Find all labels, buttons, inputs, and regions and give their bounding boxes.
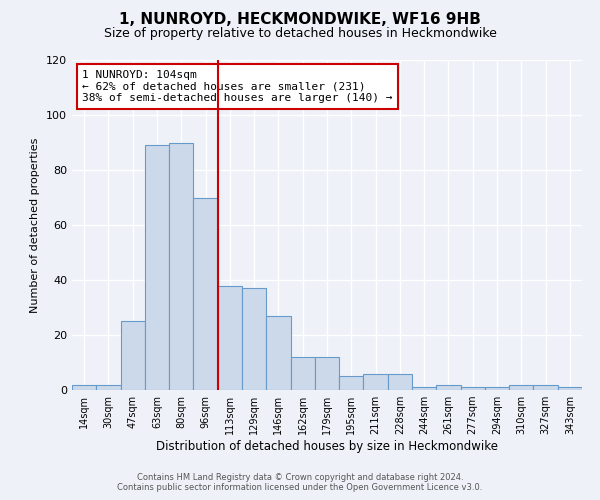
Bar xyxy=(412,387,436,390)
Text: 1, NUNROYD, HECKMONDWIKE, WF16 9HB: 1, NUNROYD, HECKMONDWIKE, WF16 9HB xyxy=(119,12,481,28)
Bar xyxy=(436,384,461,390)
Bar xyxy=(339,376,364,390)
Text: 1 NUNROYD: 104sqm
← 62% of detached houses are smaller (231)
38% of semi-detache: 1 NUNROYD: 104sqm ← 62% of detached hous… xyxy=(82,70,392,103)
Bar xyxy=(145,145,169,390)
Y-axis label: Number of detached properties: Number of detached properties xyxy=(31,138,40,312)
Bar xyxy=(388,374,412,390)
Bar xyxy=(558,387,582,390)
Bar xyxy=(364,374,388,390)
Bar xyxy=(266,316,290,390)
Bar xyxy=(121,322,145,390)
Bar xyxy=(193,198,218,390)
Bar xyxy=(315,357,339,390)
Bar xyxy=(533,384,558,390)
Bar xyxy=(461,387,485,390)
Text: Contains HM Land Registry data © Crown copyright and database right 2024.
Contai: Contains HM Land Registry data © Crown c… xyxy=(118,473,482,492)
Bar xyxy=(485,387,509,390)
Text: Size of property relative to detached houses in Heckmondwike: Size of property relative to detached ho… xyxy=(104,28,496,40)
Bar xyxy=(96,384,121,390)
Bar xyxy=(218,286,242,390)
Bar xyxy=(242,288,266,390)
Bar xyxy=(509,384,533,390)
Bar xyxy=(72,384,96,390)
Bar xyxy=(290,357,315,390)
Bar xyxy=(169,142,193,390)
X-axis label: Distribution of detached houses by size in Heckmondwike: Distribution of detached houses by size … xyxy=(156,440,498,453)
